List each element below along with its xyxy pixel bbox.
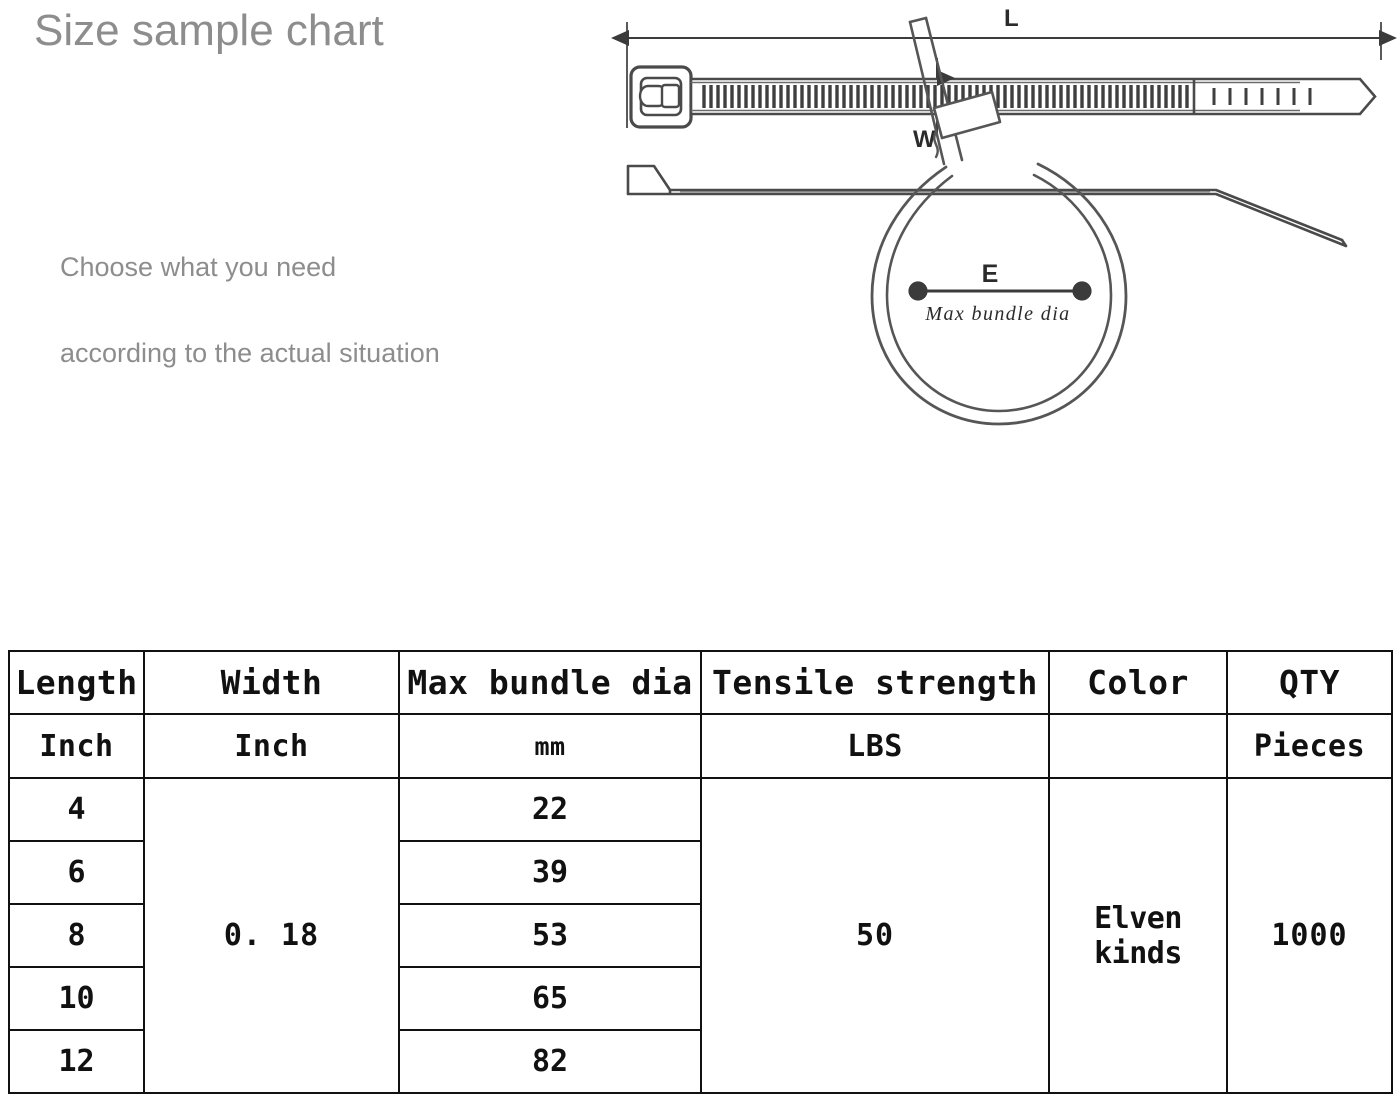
column-header-color: Color — [1048, 650, 1228, 715]
unit-color — [1048, 713, 1228, 779]
cable-tie-looped-view: E Max bundle dia — [870, 16, 1128, 426]
column-header-max-bundle-dia: Max bundle dia — [398, 650, 702, 715]
unit-width: Inch — [143, 713, 400, 779]
bundle-dimension-caption: Max bundle dia — [924, 303, 1070, 325]
cell-length: 4 — [8, 777, 145, 842]
column-header-qty: QTY — [1226, 650, 1393, 715]
table-row: 4 0. 18 22 50 Elven kinds 1000 — [8, 777, 1393, 1094]
column-header-width: Width — [143, 650, 400, 715]
cell-length: 12 — [8, 1029, 145, 1094]
cable-tie-top-view: W L — [611, 5, 1397, 153]
page-title: Size sample chart — [34, 6, 384, 55]
cell-max-bundle-dia: 82 — [398, 1029, 702, 1094]
column-header-tensile-strength: Tensile strength — [700, 650, 1050, 715]
table-header-row: Length Width Max bundle dia Tensile stre… — [8, 650, 1393, 715]
bundle-dimension-label: E — [982, 260, 999, 288]
width-dimension-label: W — [913, 126, 936, 153]
cable-tie-diagram-group: W L E — [600, 0, 1399, 520]
size-spec-table: Length Width Max bundle dia Tensile stre… — [8, 650, 1393, 1094]
cable-tie-side-view — [626, 164, 1348, 248]
cell-width-merged: 0. 18 — [143, 777, 400, 1094]
cell-length: 6 — [8, 840, 145, 905]
table-unit-row: Inch Inch mm LBS Pieces — [8, 713, 1393, 779]
table-row: 6 39 — [8, 840, 1392, 905]
cell-tensile-strength-merged: 50 — [700, 777, 1050, 1094]
table-row: 10 65 — [8, 966, 1392, 1031]
table-row: 8 53 — [8, 903, 1392, 968]
length-dimension-label: L — [1004, 5, 1019, 32]
cell-max-bundle-dia: 53 — [398, 903, 702, 968]
cell-length: 10 — [8, 966, 145, 1031]
subtitle-line-1: Choose what you need — [60, 252, 337, 282]
subtitle-line-2: according to the actual situation — [60, 338, 440, 368]
spec-table-container: Length Width Max bundle dia Tensile stre… — [8, 650, 1393, 1094]
unit-tensile-strength: LBS — [700, 713, 1050, 779]
cell-max-bundle-dia: 22 — [398, 777, 702, 842]
cell-max-bundle-dia: 65 — [398, 966, 702, 1031]
unit-max-bundle-dia: mm — [398, 713, 702, 779]
cell-color-merged: Elven kinds — [1048, 777, 1228, 1094]
cell-qty-merged: 1000 — [1226, 777, 1393, 1094]
cell-length: 8 — [8, 903, 145, 968]
cell-max-bundle-dia: 39 — [398, 840, 702, 905]
unit-length: Inch — [8, 713, 145, 779]
unit-qty: Pieces — [1226, 713, 1393, 779]
column-header-length: Length — [8, 650, 145, 715]
